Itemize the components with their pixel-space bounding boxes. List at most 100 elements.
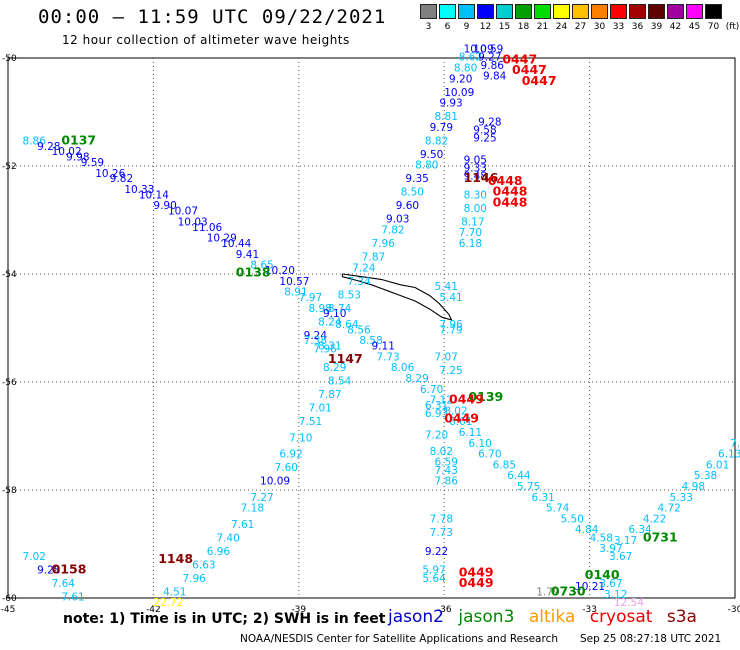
legend-cryosat: cryosat — [589, 607, 653, 627]
wave-height-value: 7.05 — [730, 438, 740, 450]
wave-height-value: 7.96 — [372, 238, 396, 250]
wave-height-value: 12.54 — [614, 597, 644, 609]
scale-label: 70 — [707, 22, 720, 32]
legend-altika: altika — [528, 607, 576, 627]
wave-height-value: 9.05 — [464, 154, 487, 166]
wave-height-value: 4.22 — [643, 513, 666, 525]
wave-height-value: 5.50 — [561, 513, 584, 525]
wave-height-value: 8.58 — [359, 335, 382, 347]
wave-height-value: 7.20 — [425, 430, 448, 442]
wave-height-value: 6.18 — [459, 238, 482, 250]
scale-swatch — [629, 4, 646, 19]
wave-height-value: 8.29 — [405, 373, 428, 385]
wave-height-value: 8.86 — [23, 135, 47, 147]
scale-label: 45 — [688, 22, 701, 32]
wave-height-value: 7.10 — [289, 432, 312, 444]
wave-height-value: 7.96 — [182, 573, 206, 585]
wave-height-value: 8.80 — [454, 63, 477, 75]
wave-height-value: 10.03 — [178, 216, 208, 228]
axis-labels: -45 -42 -39 -36 -33 -30 -50 -52 -54 -56 -58 -60 — [1, 54, 740, 615]
wave-height-value: 9.25 — [473, 133, 496, 145]
wave-height-value: 7.61 — [231, 519, 254, 531]
scale-swatch — [591, 4, 608, 19]
wave-height-value: 7.79 — [439, 324, 462, 336]
satellite-legend: jason2 jason3 altika cryosat s3a — [388, 607, 706, 627]
wave-height-value: 7.60 — [275, 462, 298, 474]
wave-height-value: 11.06 — [192, 222, 222, 234]
island-coastline — [341, 273, 453, 321]
wave-height-value: 7.73 — [376, 351, 399, 363]
wave-height-value: 9.59 — [81, 157, 104, 169]
scale-swatch — [553, 4, 570, 19]
pass-time-label: 1146 — [464, 170, 499, 185]
wave-height-value: 9.58 — [473, 125, 496, 137]
scale-label: 21 — [536, 22, 549, 32]
wave-height-value: 9.03 — [386, 214, 409, 226]
scale-swatch — [515, 4, 532, 19]
lat-tick-label: -58 — [2, 486, 17, 496]
wave-height-value: 6.31 — [531, 492, 554, 504]
wave-height-value: 8.91 — [284, 287, 307, 299]
scale-swatch — [477, 4, 494, 19]
scale-swatch — [534, 4, 551, 19]
wave-height-value: 7.87 — [362, 252, 385, 264]
pass-time-label: 0449 — [459, 564, 494, 579]
wave-height-value: 5.74 — [546, 503, 570, 515]
wave-height-value: 7.18 — [241, 503, 264, 515]
wave-height-value: 7.02 — [23, 551, 46, 563]
credit-line: NOAA/NESDIS Center for Satellite Applica… — [240, 633, 558, 645]
wave-height-value: 9.84 — [483, 71, 507, 83]
wave-height-value: 7.78 — [430, 513, 453, 525]
wave-height-value: 7.51 — [299, 416, 322, 428]
wave-height-value: 7.12 — [430, 395, 453, 407]
wave-height-value: 8.24 — [318, 316, 342, 328]
scale-label: 15 — [498, 22, 511, 32]
scale-swatch — [439, 4, 456, 19]
legend-s3a: s3a — [666, 607, 697, 627]
wave-height-value: 9.28 — [37, 141, 60, 153]
wave-height-value: 7.96 — [439, 319, 463, 331]
pass-time-label: 0449 — [444, 411, 479, 426]
pass-time-label: 0448 — [488, 173, 523, 188]
lon-tick-label: -39 — [291, 605, 306, 615]
wave-height-value: 10.26 — [95, 168, 125, 180]
wave-height-value: 6.96 — [207, 546, 231, 558]
lat-tick-label: -54 — [2, 270, 17, 280]
scale-label: 12 — [479, 22, 492, 32]
wave-height-value: 4.51 — [163, 586, 186, 598]
wave-height-value: 9.28 — [37, 565, 60, 577]
wave-height-value: 7.27 — [250, 492, 273, 504]
wave-height-value: 22.72 — [153, 597, 183, 609]
wave-height-value: 8.54 — [328, 376, 352, 388]
chart-title: 00:00 — 11:59 UTC 09/22/2021 — [38, 6, 387, 28]
scale-label: 24 — [555, 22, 568, 32]
wave-height-value: 10.02 — [52, 146, 82, 158]
wave-height-value: 5.41 — [439, 292, 462, 304]
scale-label: 42 — [669, 22, 682, 32]
wave-height-value: 6.01 — [706, 459, 729, 471]
wave-height-value: 9.10 — [323, 308, 346, 320]
wave-height-value: 10.57 — [279, 276, 309, 288]
wave-height-value: 8.00 — [464, 203, 487, 215]
wave-height-value: 9.27 — [478, 52, 501, 64]
wave-height-value: 7.07 — [435, 351, 458, 363]
wave-height-value: 4.98 — [682, 481, 705, 493]
scale-label: 33 — [612, 22, 625, 32]
lat-tick-label: -56 — [2, 378, 17, 388]
wave-height-value: 8.62 — [459, 52, 482, 64]
wave-height-value: 8.29 — [323, 362, 346, 374]
wave-height-value: 6.59 — [435, 457, 458, 469]
wave-height-value: 6.61 — [449, 416, 472, 428]
lon-tick-label: -33 — [582, 605, 597, 615]
scale-label: 18 — [517, 22, 530, 32]
wave-height-value: 4.72 — [657, 503, 680, 515]
wave-height-value: 9.79 — [430, 122, 453, 134]
wave-height-value: 9.90 — [153, 200, 176, 212]
wave-height-value: 7.61 — [61, 592, 84, 604]
scale-label: 9 — [463, 22, 470, 32]
wave-height-value: 6.70 — [420, 384, 443, 396]
wave-height-value: 8.50 — [401, 187, 424, 199]
lat-tick-label: -52 — [2, 162, 17, 172]
wave-height-value: 10.09 — [260, 476, 290, 488]
